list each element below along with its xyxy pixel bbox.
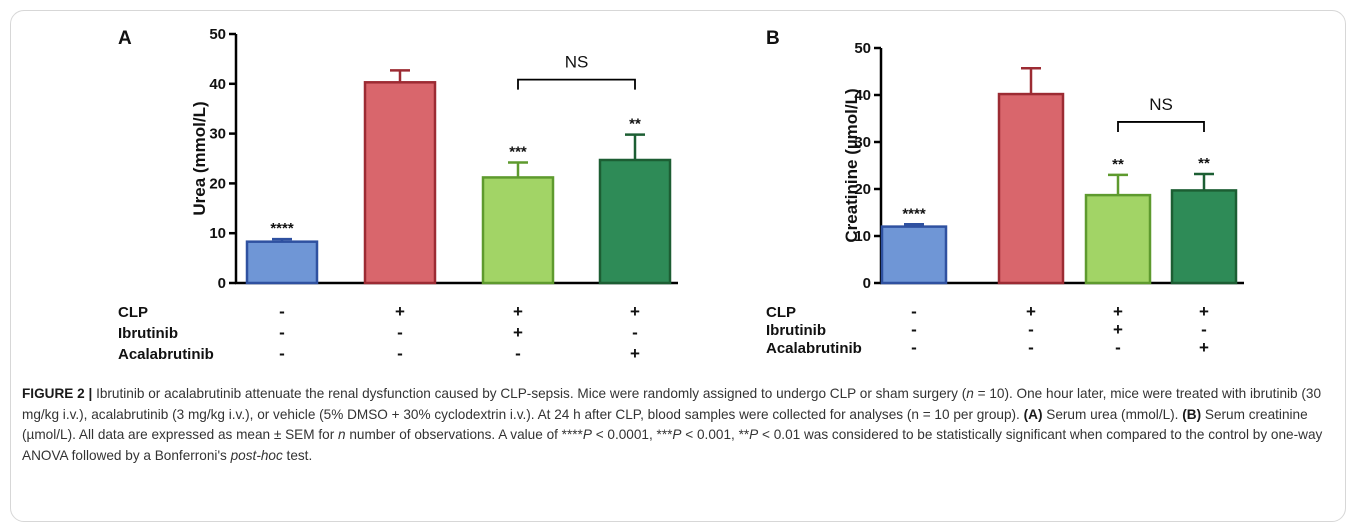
condition-symbol: +	[1113, 302, 1123, 321]
comparison-bracket	[517, 78, 636, 90]
condition-row-label: Acalabrutinib	[118, 346, 214, 363]
condition-symbol: -	[1028, 338, 1034, 357]
condition-symbol: -	[1028, 320, 1034, 339]
condition-symbol: -	[1115, 338, 1121, 357]
condition-symbol: -	[397, 344, 403, 363]
condition-symbol: -	[632, 323, 638, 342]
caption-run: (A)	[1023, 406, 1043, 422]
condition-symbol: +	[1026, 302, 1036, 321]
caption-run: number of observations. A value of ****	[345, 427, 583, 442]
caption-run: (B)	[1182, 406, 1202, 422]
caption-run: P	[672, 427, 682, 442]
y-tick-label: 0	[218, 275, 226, 292]
y-tick-label: 30	[209, 126, 226, 143]
caption-run: n	[338, 427, 346, 442]
figure-number: FIGURE 2 |	[22, 386, 93, 401]
caption-run: P	[749, 427, 759, 442]
y-axis-label: Urea (mmol/L)	[190, 101, 209, 215]
caption-run: post-hoc	[230, 447, 283, 463]
y-tick-label: 10	[209, 225, 226, 242]
bar	[1084, 193, 1152, 285]
condition-symbol: +	[1199, 302, 1209, 321]
y-tick-label: 40	[854, 87, 871, 104]
condition-row-label: Acalabrutinib	[766, 340, 862, 357]
comparison-label: NS	[1149, 95, 1173, 114]
condition-symbol: -	[911, 320, 917, 339]
significance-label: **	[629, 116, 641, 133]
y-tick-label: 0	[863, 275, 871, 292]
condition-symbol: -	[515, 344, 521, 363]
condition-row-label: Ibrutinib	[766, 322, 826, 339]
bar	[880, 225, 948, 285]
panel-letter: A	[118, 28, 132, 49]
panel-letter: B	[766, 28, 780, 49]
significance-label: ****	[270, 220, 294, 237]
y-tick-label: 20	[854, 181, 871, 198]
condition-symbol: -	[911, 338, 917, 357]
y-tick-label: 50	[854, 40, 871, 57]
significance-label: ***	[509, 143, 527, 160]
condition-symbol: +	[1113, 320, 1123, 339]
y-tick-label: 10	[854, 228, 871, 245]
y-tick-label: 30	[854, 134, 871, 151]
condition-row-label: CLP	[766, 304, 796, 321]
condition-symbol: -	[279, 302, 285, 321]
comparison-label: NS	[565, 53, 589, 72]
caption-run: < 0.001, **	[681, 427, 750, 442]
significance-label: **	[1198, 155, 1210, 172]
condition-symbol: +	[395, 302, 405, 321]
bar	[997, 92, 1065, 285]
condition-row-label: Ibrutinib	[118, 325, 178, 342]
condition-symbol: -	[1201, 320, 1207, 339]
caption-run: P	[582, 427, 592, 442]
bar	[598, 158, 672, 285]
condition-symbol: +	[513, 302, 523, 321]
comparison-bracket	[1117, 121, 1205, 132]
figure-caption: FIGURE 2 | Ibrutinib or acalabrutinib at…	[22, 384, 1338, 466]
condition-symbol: +	[630, 302, 640, 321]
significance-label: ****	[902, 205, 926, 222]
condition-symbol: +	[630, 344, 640, 363]
condition-symbol: -	[279, 323, 285, 342]
y-tick-label: 50	[209, 26, 226, 43]
condition-symbol: +	[1199, 338, 1209, 357]
y-tick-label: 40	[209, 76, 226, 93]
caption-text: Ibrutinib or acalabrutinib attenuate the…	[22, 386, 1322, 463]
condition-row-label: CLP	[118, 304, 148, 321]
caption-run: Serum creatinine (µmol/L). All data are …	[22, 406, 1308, 443]
caption-run: Ibrutinib or acalabrutinib attenuate the…	[96, 386, 967, 401]
bar	[245, 240, 319, 285]
caption-run: n	[966, 386, 974, 401]
caption-run: < 0.0001, ***	[591, 427, 673, 442]
caption-run: < 0.01 was considered to be statisticall…	[22, 427, 1323, 463]
bar	[481, 176, 555, 285]
condition-symbol: -	[397, 323, 403, 342]
caption-run: = 10). One hour later, mice were treated…	[22, 386, 1322, 422]
bar	[363, 81, 437, 285]
y-axis-label: Creatinine (µmol/L)	[842, 88, 861, 242]
condition-symbol: -	[911, 302, 917, 321]
caption-run: Serum urea (mmol/L).	[1042, 406, 1183, 422]
y-tick-label: 20	[209, 175, 226, 192]
condition-symbol: -	[279, 344, 285, 363]
condition-symbol: +	[513, 323, 523, 342]
caption-run: test.	[282, 447, 313, 463]
bar	[1170, 189, 1238, 285]
significance-label: **	[1112, 156, 1124, 173]
